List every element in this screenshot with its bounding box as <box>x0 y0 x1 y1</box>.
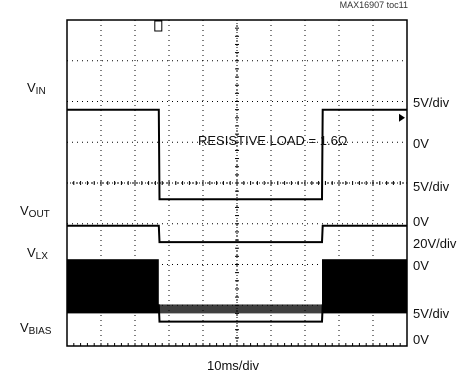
vout-label-main: V <box>20 203 29 218</box>
vout-label: VOUT <box>20 203 50 220</box>
vout-zero: 0V <box>413 214 429 229</box>
vin-scale: 5V/div <box>413 95 450 110</box>
vout-scale: 5V/div <box>413 179 450 194</box>
vlx-label: VLX <box>27 245 48 262</box>
vin-trace <box>67 108 407 201</box>
vlx-label-sub: LX <box>35 251 48 262</box>
vlx-zero: 0V <box>413 258 429 273</box>
vbias-label: VBIAS <box>20 320 52 337</box>
vlx-label-main: V <box>27 245 36 260</box>
vlx-scale: 20V/div <box>413 236 457 251</box>
vbias-zero: 0V <box>413 332 429 347</box>
vlx-low-band <box>158 304 322 314</box>
trigger-marker <box>154 20 163 32</box>
load-annotation: RESISTIVE LOAD = 1.6Ω <box>198 133 348 148</box>
vbias-label-main: V <box>20 320 29 335</box>
vbias-scale: 5V/div <box>413 306 450 321</box>
vin-label: VIN <box>27 80 46 97</box>
ground-arrow-marker <box>399 113 405 122</box>
plot-traces <box>67 20 407 323</box>
vout-label-sub: OUT <box>28 209 50 220</box>
vlx-switching-band <box>67 259 159 314</box>
plot-grid <box>66 19 408 347</box>
vin-zero: 0V <box>413 136 429 151</box>
vbias-label-sub: BIAS <box>28 326 52 337</box>
vout-trace <box>67 224 407 244</box>
vlx-switching-band <box>322 259 407 314</box>
time-scale-label: 10ms/div <box>206 358 260 373</box>
vin-label-main: V <box>27 80 36 95</box>
vin-label-sub: IN <box>35 86 46 97</box>
figure-id: MAX16907 toc11 <box>339 0 408 10</box>
